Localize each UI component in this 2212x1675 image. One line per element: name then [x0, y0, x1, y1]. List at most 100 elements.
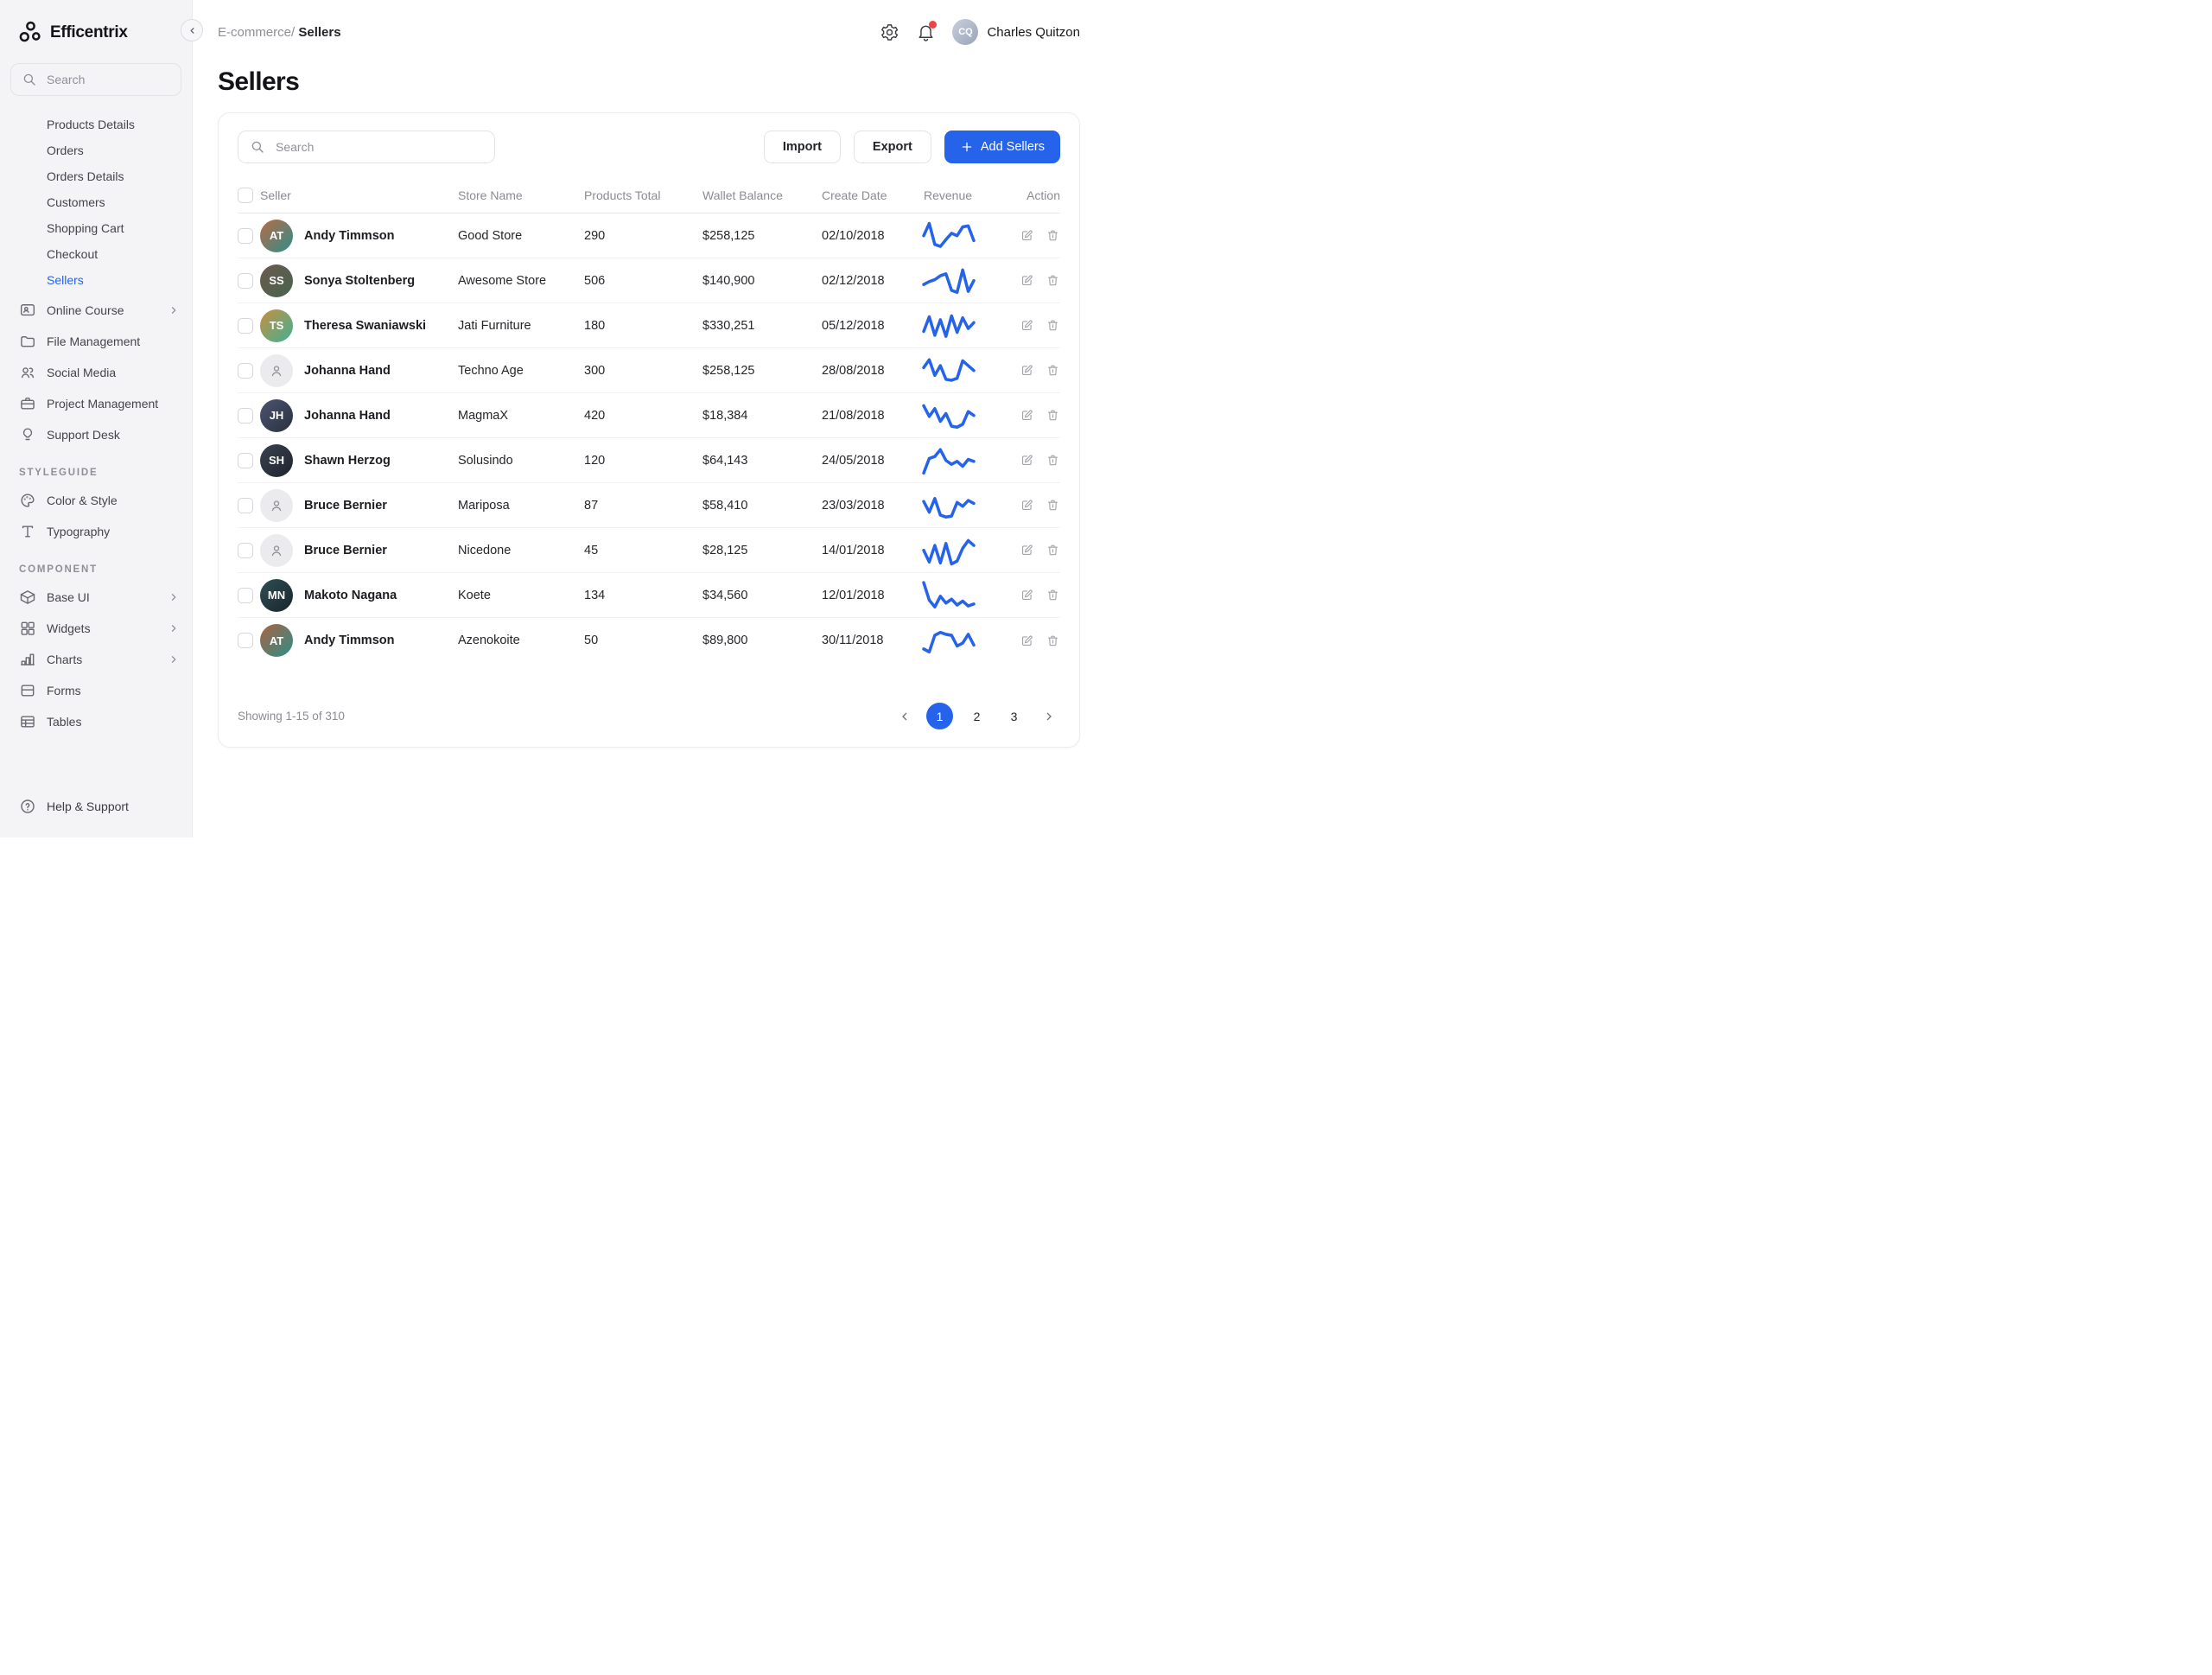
- edit-button[interactable]: [1020, 453, 1034, 468]
- edit-button[interactable]: [1020, 408, 1034, 423]
- row-checkbox[interactable]: [238, 272, 253, 289]
- delete-button[interactable]: [1046, 318, 1060, 333]
- row-checkbox[interactable]: [238, 587, 253, 603]
- palette-icon: [19, 492, 36, 509]
- previous-page-button[interactable]: [893, 710, 916, 723]
- sidebar-item-orders[interactable]: Orders: [47, 143, 84, 157]
- edit-button[interactable]: [1020, 588, 1034, 602]
- row-checkbox[interactable]: [238, 362, 253, 379]
- column-header-action[interactable]: Action: [1027, 188, 1060, 202]
- avatar: MN: [260, 578, 293, 612]
- sidebar-item-tables[interactable]: Tables: [0, 706, 192, 737]
- row-checkbox[interactable]: [238, 227, 253, 244]
- column-header-store-name[interactable]: Store Name: [458, 188, 523, 202]
- column-header-create-date[interactable]: Create Date: [822, 188, 887, 202]
- sidebar-item-help-support[interactable]: Help & Support: [0, 786, 192, 822]
- row-actions: [1017, 543, 1060, 557]
- seller-cell: Bruce Bernier: [260, 533, 458, 567]
- delete-button[interactable]: [1046, 498, 1060, 513]
- wallet-balance: $34,560: [702, 588, 748, 602]
- typography-icon: [19, 523, 36, 540]
- table-row: SH Shawn Herzog Solusindo 120 $64,143 24…: [238, 438, 1060, 483]
- sidebar-item-typography[interactable]: Typography: [0, 516, 192, 547]
- sidebar-item-color-style[interactable]: Color & Style: [0, 485, 192, 516]
- edit-icon: [1020, 634, 1034, 648]
- sidebar-item-shopping-cart[interactable]: Shopping Cart: [47, 221, 124, 235]
- sidebar-item-widgets[interactable]: Widgets: [0, 613, 192, 644]
- edit-button[interactable]: [1020, 543, 1034, 557]
- sidebar-item-project-management[interactable]: Project Management: [0, 388, 192, 419]
- page-button-3[interactable]: 3: [1010, 709, 1018, 723]
- sidebar-item-file-management[interactable]: File Management: [0, 326, 192, 357]
- table-search-input[interactable]: [274, 139, 483, 155]
- row-actions: [1017, 408, 1060, 423]
- sidebar-item-charts[interactable]: Charts: [0, 644, 192, 675]
- edit-button[interactable]: [1020, 318, 1034, 333]
- trash-icon: [1046, 228, 1060, 243]
- row-actions: [1017, 453, 1060, 468]
- page-button-1[interactable]: 1: [926, 703, 953, 729]
- seller-cell: Bruce Bernier: [260, 488, 458, 522]
- edit-button[interactable]: [1020, 498, 1034, 513]
- sidebar-item-base-ui[interactable]: Base UI: [0, 582, 192, 613]
- column-header-products-total[interactable]: Products Total: [584, 188, 661, 202]
- breadcrumb-parent[interactable]: E-commerce/: [218, 24, 296, 40]
- trash-icon: [1046, 634, 1060, 648]
- delete-button[interactable]: [1046, 543, 1060, 557]
- sidebar-item-customers[interactable]: Customers: [47, 195, 105, 209]
- delete-button[interactable]: [1046, 453, 1060, 468]
- select-all-checkbox[interactable]: [238, 187, 253, 203]
- chevron-left-icon: [187, 25, 198, 36]
- create-date: 12/01/2018: [822, 588, 885, 602]
- sidebar-item-sellers[interactable]: Sellers: [47, 273, 84, 287]
- sidebar-item-forms[interactable]: Forms: [0, 675, 192, 706]
- sidebar-collapse-button[interactable]: [181, 19, 203, 41]
- delete-button[interactable]: [1046, 273, 1060, 288]
- export-button[interactable]: Export: [853, 131, 931, 163]
- table-row: Johanna Hand Techno Age 300 $258,125 28/…: [238, 348, 1060, 393]
- sidebar-item-checkout[interactable]: Checkout: [47, 247, 99, 261]
- store-name: Azenokoite: [458, 634, 520, 647]
- revenue-cell: [922, 399, 1017, 432]
- edit-button[interactable]: [1020, 363, 1034, 378]
- chevron-left-icon: [898, 710, 912, 723]
- delete-button[interactable]: [1046, 363, 1060, 378]
- row-checkbox[interactable]: [238, 497, 253, 513]
- notifications-button[interactable]: [916, 20, 938, 42]
- delete-button[interactable]: [1046, 228, 1060, 243]
- edit-button[interactable]: [1020, 228, 1034, 243]
- sidebar-item-support-desk[interactable]: Support Desk: [0, 419, 192, 450]
- delete-button[interactable]: [1046, 408, 1060, 423]
- sidebar-item-social-media[interactable]: Social Media: [0, 357, 192, 388]
- sidebar-item-label: Support Desk: [47, 428, 120, 442]
- row-checkbox[interactable]: [238, 317, 253, 334]
- row-actions: [1017, 498, 1060, 513]
- sidebar-item-orders-details[interactable]: Orders Details: [47, 169, 124, 183]
- import-button[interactable]: Import: [763, 131, 841, 163]
- edit-button[interactable]: [1020, 634, 1034, 648]
- column-header-revenue[interactable]: Revenue: [924, 188, 973, 202]
- add-sellers-button[interactable]: Add Sellers: [944, 131, 1060, 163]
- seller-name: Bruce Bernier: [304, 498, 387, 513]
- column-header-seller[interactable]: Seller: [260, 188, 291, 202]
- column-header-wallet-balance[interactable]: Wallet Balance: [702, 188, 783, 202]
- sidebar-item-products-details[interactable]: Products Details: [47, 118, 135, 131]
- user-menu[interactable]: CQ Charles Quitzon: [952, 19, 1080, 45]
- edit-icon: [1020, 228, 1034, 243]
- table-row: AT Andy Timmson Good Store 290 $258,125 …: [238, 213, 1060, 258]
- edit-button[interactable]: [1020, 273, 1034, 288]
- row-checkbox[interactable]: [238, 633, 253, 648]
- row-checkbox[interactable]: [238, 452, 253, 468]
- row-checkbox[interactable]: [238, 542, 253, 558]
- products-total: 45: [584, 543, 599, 557]
- chevron-right-icon: [168, 304, 180, 316]
- sidebar-item-online-course[interactable]: Online Course: [0, 295, 192, 326]
- breadcrumb-current: Sellers: [298, 24, 341, 40]
- next-page-button[interactable]: [1038, 710, 1060, 723]
- sidebar-search-input[interactable]: [45, 72, 170, 87]
- row-checkbox[interactable]: [238, 407, 253, 424]
- delete-button[interactable]: [1046, 588, 1060, 602]
- settings-button[interactable]: [880, 22, 899, 42]
- page-button-2[interactable]: 2: [973, 709, 981, 723]
- delete-button[interactable]: [1046, 634, 1060, 648]
